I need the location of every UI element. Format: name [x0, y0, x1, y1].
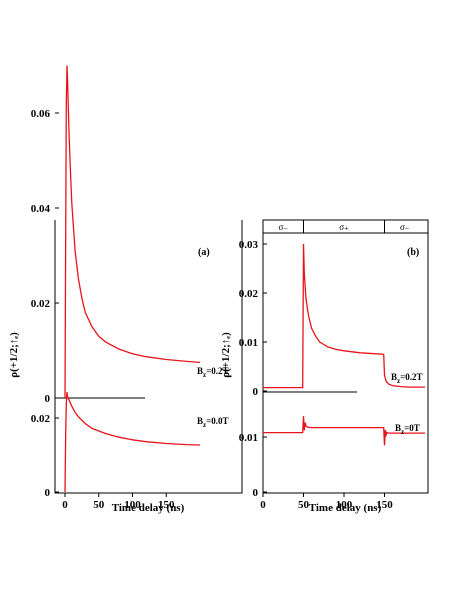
panel-b-label: (b)	[407, 247, 419, 258]
y-tick-label: 0.01	[239, 337, 258, 349]
panel-b-series-label-lower: Bz=0T	[395, 423, 420, 436]
panel-b: σ₋ σ₊ σ₋ (b) 0 50 100 150 0.03 0.02 0.01 0 0.01 0 …	[220, 219, 429, 514]
panel-a-y-ticks: 0.06 0.04 0.02 0 0.02 0	[31, 108, 59, 499]
y-tick-label: 0.03	[239, 239, 259, 251]
y-tick-label: 0.02	[31, 413, 51, 425]
y-tick-label: 0.02	[239, 288, 259, 300]
panel-b-y-axis-title: ρ(+1/2;↑ₑ)	[220, 332, 232, 378]
x-tick-label: 150	[158, 499, 175, 511]
panel-b-x-ticks: 0 50 100 150	[260, 493, 393, 511]
y-tick-label: 0.01	[239, 432, 258, 444]
y-tick-label: 0.06	[31, 108, 51, 120]
panel-a-series-bz-0.0t-line	[64, 392, 201, 493]
x-tick-label: 100	[336, 499, 353, 511]
pulse-label: σ₊	[339, 222, 349, 232]
pulse-label: σ₋	[278, 222, 288, 232]
x-tick-label: 0	[260, 499, 266, 511]
pulse-label: σ₋	[400, 222, 410, 232]
panel-a-label: (a)	[198, 247, 210, 258]
panel-a: (a) 0 50 100 150 0.06 0.04 0.02 0 0.02 0 Bz=0.2T…	[8, 65, 243, 514]
panel-a-series-label-upper: Bz=0.2T	[197, 366, 229, 379]
x-tick-label: 0	[62, 499, 68, 511]
y-tick-label: 0	[253, 386, 259, 398]
y-tick-label: 0	[253, 487, 259, 499]
x-tick-label: 50	[298, 499, 310, 511]
panel-b-y-ticks: 0.03 0.02 0.01 0 0.01 0	[239, 239, 267, 499]
panel-a-y-axis-title: ρ(+1/2;↑ₑ)	[8, 332, 20, 378]
y-tick-label: 0	[45, 487, 51, 499]
panel-a-x-ticks: 0 50 100 150	[62, 493, 175, 511]
y-tick-label: 0.04	[31, 203, 51, 215]
x-tick-label: 50	[93, 499, 105, 511]
x-tick-label: 150	[376, 499, 393, 511]
y-tick-label: 0.02	[31, 298, 51, 310]
y-tick-label: 0	[45, 393, 51, 405]
panel-b-frame	[262, 219, 429, 494]
panel-b-series-bz-0.2t-line	[263, 243, 425, 389]
panel-b-x-axis-title: Time delay (ns)	[309, 502, 382, 514]
x-tick-label: 100	[124, 499, 141, 511]
panel-b-pulse-sequence: σ₋ σ₊ σ₋	[278, 220, 410, 233]
panel-b-series-label-upper: Bz=0.2T	[391, 372, 423, 385]
panel-b-series-bz-0t-line	[263, 416, 425, 446]
panel-a-x-axis-title: Time delay (ns)	[112, 502, 185, 514]
panel-a-series-bz-0.2t-line	[64, 65, 201, 399]
panel-a-series-label-lower: Bz=0.0T	[197, 416, 229, 429]
panel-a-frame	[54, 220, 243, 494]
